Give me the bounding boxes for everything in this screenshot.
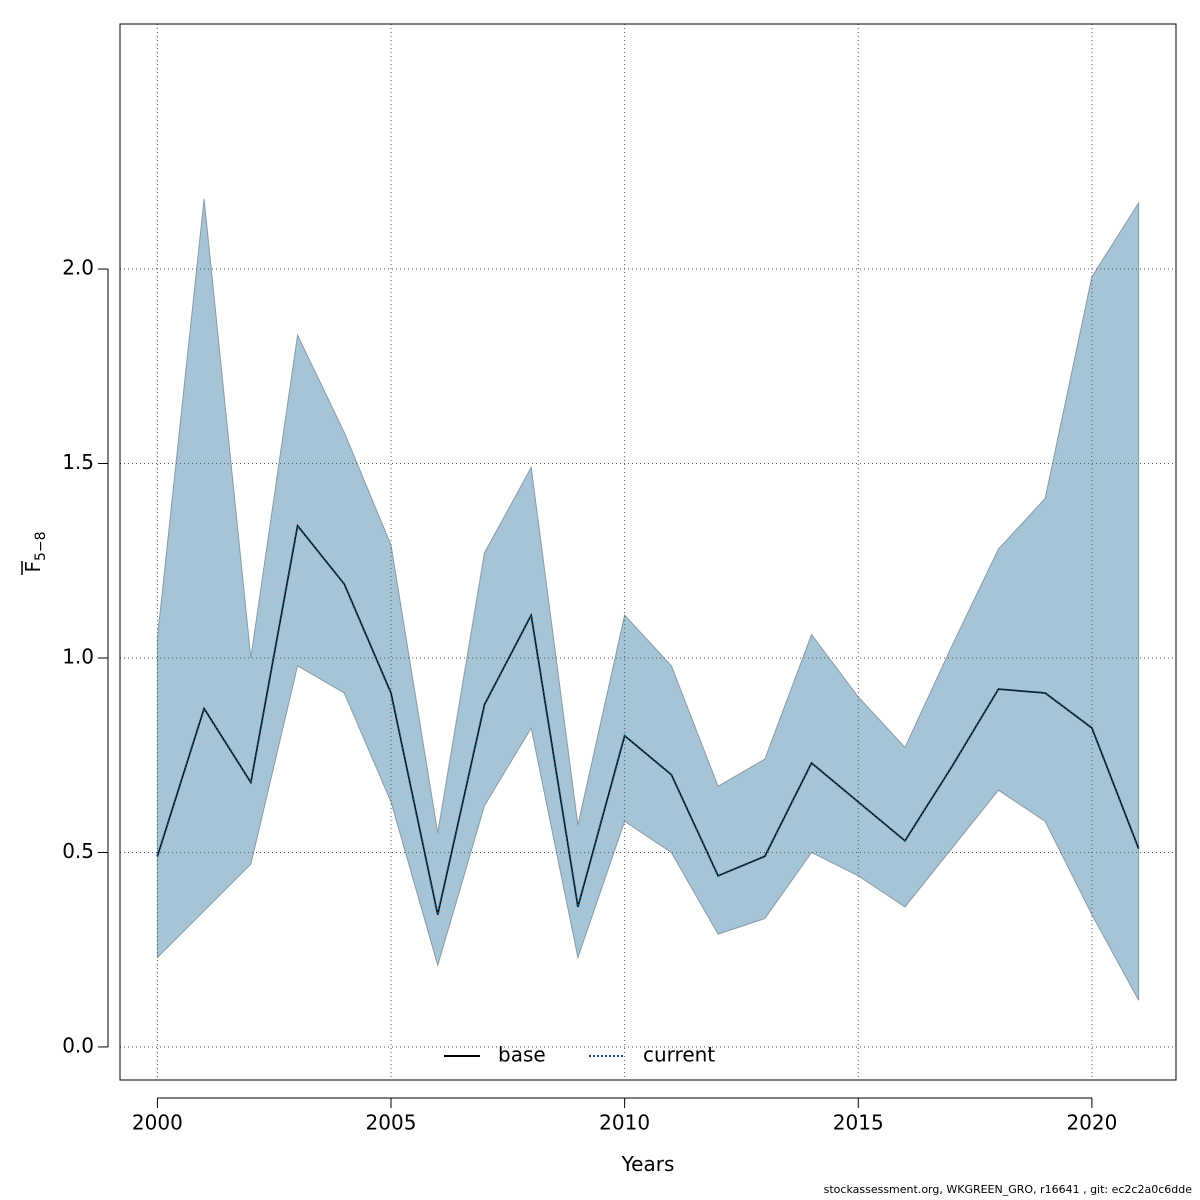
y-tick-label-0.5: 0.5 [62,839,94,863]
svg-text:F5−8: F5−8 [21,531,49,572]
x-axis-title: Years [621,1152,675,1176]
grid-layer [120,24,1176,1080]
series-layer [156,523,1140,915]
y-axis: 0.0 0.5 1.0 1.5 2.0 [62,256,109,1057]
footer-note: stockassessment.org, WKGREEN_GRO, r16641… [823,1183,1192,1196]
y-tick-label-0.0: 0.0 [62,1033,94,1057]
series-line-current [156,523,1140,915]
x-axis: 2000 2005 2010 2015 2020 [132,1097,1117,1135]
x-tick-label-2020: 2020 [1066,1111,1117,1135]
legend-label-current: current [643,1043,715,1067]
legend-label-base: base [498,1043,546,1067]
y-axis-title-subscript: 5−8 [33,531,49,561]
y-axis-title: F5−8 [21,531,49,575]
y-axis-title-main: F [21,561,45,573]
y-tick-label-2.0: 2.0 [62,256,94,280]
y-tick-label-1.0: 1.0 [62,644,94,668]
confidence-band-layer [156,198,1140,1001]
legend: base current [444,1043,715,1067]
confidence-band [156,198,1140,1001]
y-tick-label-1.5: 1.5 [62,450,94,474]
plot-frame [119,23,1177,1081]
x-tick-label-2000: 2000 [132,1111,183,1135]
x-tick-label-2015: 2015 [833,1111,884,1135]
x-tick-label-2010: 2010 [599,1111,650,1135]
x-tick-label-2005: 2005 [366,1111,417,1135]
